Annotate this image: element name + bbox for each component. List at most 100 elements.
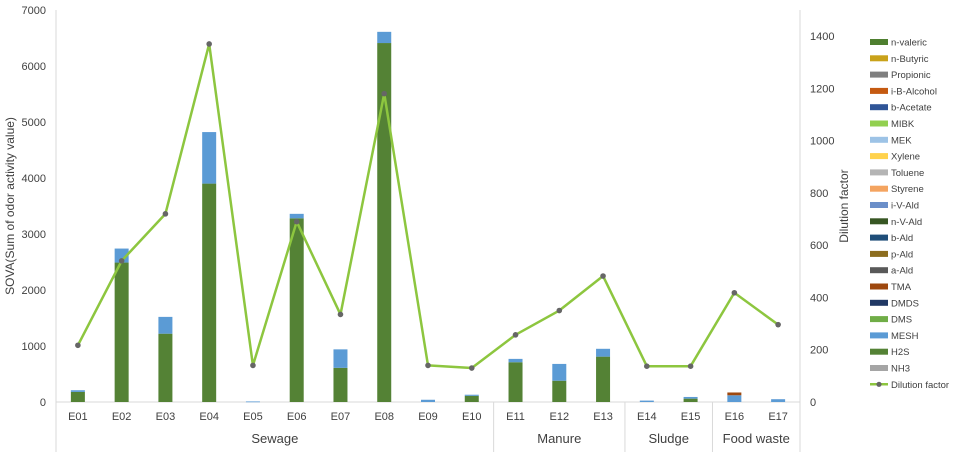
x-tick-label: E03 [156,411,176,423]
y-tick-label: 4000 [22,173,46,185]
y-tick-label: 3000 [22,229,46,241]
legend-label: n-Butyric [891,54,929,65]
y-tick-label: 2000 [22,285,46,297]
bar-mesh [596,348,611,357]
legend-label: n-valeric [891,38,927,49]
legend: n-valeric n-Butyric Propionic i-B-Alcohol b-… [870,38,949,391]
legend-line-marker [876,381,882,387]
x-tick-label: E09 [418,411,438,423]
legend-swatch [870,316,888,323]
legend-swatch [870,71,888,78]
x-tick-label: E07 [331,411,351,423]
legend-label: b-Ald [891,233,913,244]
x-tick-label: E16 [725,411,745,423]
dilution-factor-point [293,218,300,225]
y-tick-label: 0 [40,397,46,409]
dilution-factor-point [250,362,256,369]
legend-label: MESH [891,331,919,342]
legend-label: p-Ald [891,249,913,260]
group-label: Sewage [251,431,298,446]
x-tick-label: E02 [112,411,132,423]
dilution-factor-point [162,211,169,217]
bar-h2s [464,395,479,402]
legend-swatch [870,120,888,127]
dilution-factor-point [644,363,650,369]
legend-swatch [870,234,888,241]
y2-tick-label: 200 [810,345,828,357]
legend-label: i-V-Ald [891,201,919,212]
x-tick-label: E13 [593,411,613,423]
axes: 0 1000 2000 3000 4000 5000 6000 7000 0 200 400 600 8… [22,5,834,452]
dilution-factor-point [206,41,212,47]
bar-mesh [683,396,698,399]
bar-h2s [202,183,217,402]
legend-label: NH3 [891,364,910,375]
bar-h2s [596,356,611,402]
legend-label: Toluene [891,168,924,179]
y-tick-label: 5000 [22,117,46,129]
dilution-factor-point [775,321,781,328]
x-tick-label: E04 [199,411,219,423]
legend-label: MEK [891,135,912,146]
y-tick-label: 6000 [22,61,46,73]
x-tick-label: E05 [243,411,263,423]
dilution-factor-point [75,342,81,349]
legend-swatch [870,39,888,45]
bars [70,31,786,403]
legend-swatch [870,87,888,94]
dilution-factor-point [600,273,606,279]
legend-label: i-B-Alcohol [891,86,937,97]
legend-label: Styrene [891,184,924,195]
y2-tick-label: 1400 [810,31,834,43]
bar-mesh [70,390,85,392]
bar-h2s [377,43,392,402]
legend-swatch [870,185,888,192]
bar-mesh [289,213,304,219]
bar-mesh [508,358,523,363]
bar-h2s [158,333,173,402]
dilution-factor-point [381,90,388,97]
y2-tick-label: 400 [810,292,828,304]
legend-swatch [870,283,888,290]
group-label: Manure [537,431,581,446]
legend-swatch [870,136,888,143]
y2-tick-label: 0 [810,397,816,409]
legend-swatch [870,365,888,371]
y-tick-label: 1000 [22,341,46,353]
x-tick-label: E17 [768,411,788,423]
x-tick-label: E06 [287,411,307,423]
y2-tick-label: 600 [810,240,828,252]
bar-h2s [552,380,567,402]
legend-swatch [870,267,888,274]
bar-mesh [421,399,435,402]
legend-swatch [870,348,888,355]
x-tick-label: E15 [681,411,701,423]
y2-tick-label: 800 [810,188,828,200]
bar-mesh [158,316,173,334]
bar-h2s [114,262,129,402]
legend-label: DMDS [891,298,919,309]
dilution-factor-point [468,365,475,371]
bar-h2s [70,391,85,402]
legend-swatch [870,250,888,257]
bar-mesh [377,31,392,44]
bar-mesh [333,349,348,368]
legend-label: a-Ald [891,266,913,277]
bar-h2s [683,398,698,402]
dilution-factor-line [76,42,779,370]
y2-tick-label: 1200 [810,83,834,95]
x-tick-label: E11 [506,411,525,423]
y-axis-title: SOVA(Sum of odor activity value) [3,117,17,295]
dilution-factor-point [731,289,738,296]
dilution-factor-point [556,307,563,314]
legend-swatch [870,299,888,306]
legend-label: Dilution factor [891,380,949,391]
dilution-line [75,41,781,371]
legend-swatch [870,169,888,176]
bar-mesh [771,399,786,402]
bar-h2s [289,218,304,402]
legend-label: Xylene [891,152,920,163]
legend-swatch [870,104,888,111]
